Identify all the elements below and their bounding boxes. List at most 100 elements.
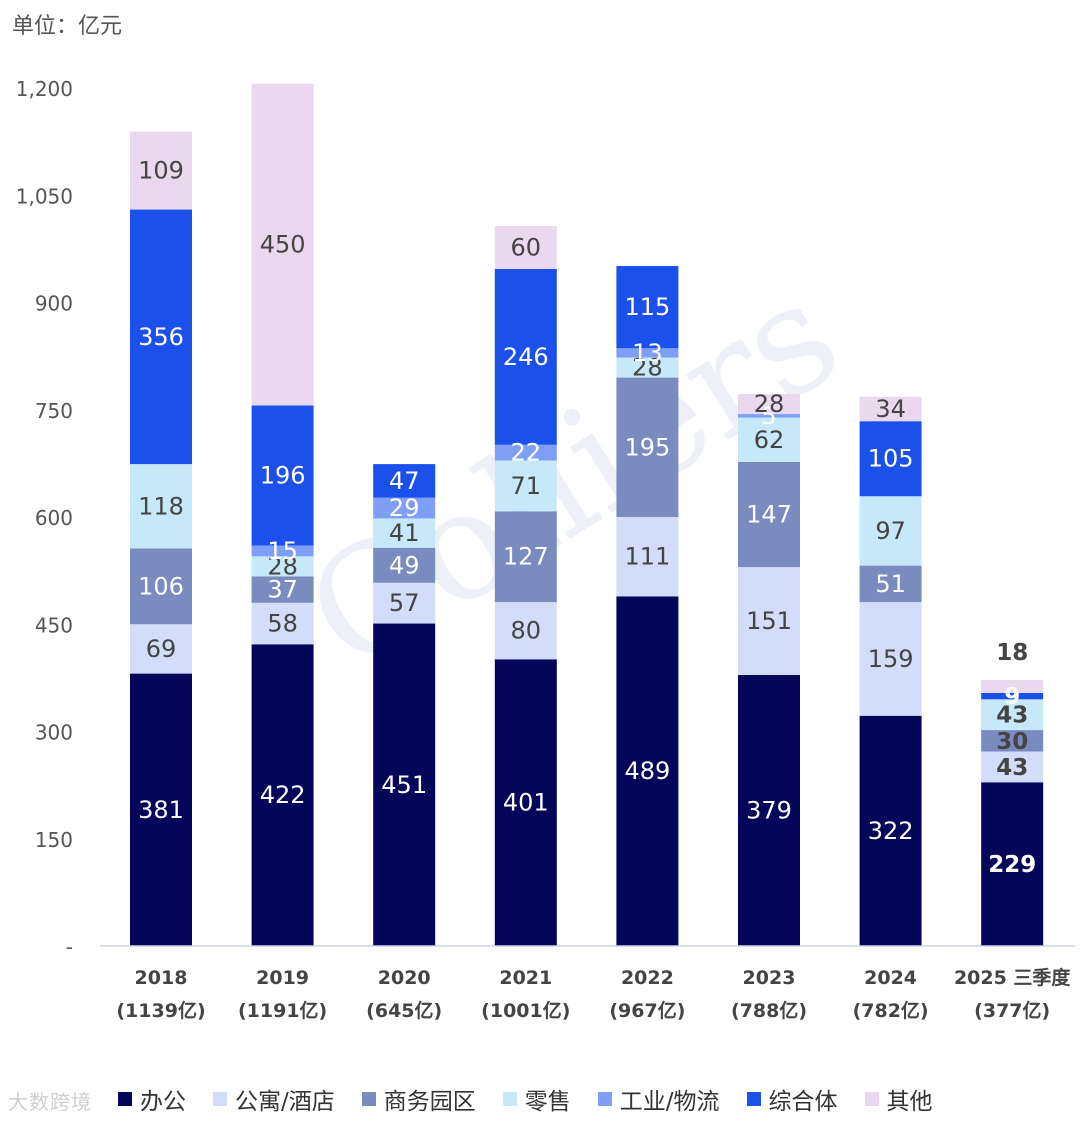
data-label: 115 [624,293,670,321]
data-label: 18 [996,640,1028,666]
x-tick-total: (1001亿) [481,999,570,1022]
bar-segment [981,692,1044,700]
legend-label: 商务园区 [383,1089,476,1115]
data-label: 13 [632,339,663,367]
bar-segment [494,659,557,946]
data-label: 62 [754,426,785,454]
data-label: 71 [511,472,542,500]
bar-segment [130,673,192,946]
data-label: 151 [746,607,792,635]
legend-item: 公寓/酒店 [213,1082,335,1116]
data-label: 49 [389,551,420,579]
legend-swatch [597,1092,612,1106]
bar-segment [859,496,922,566]
bar-segment [738,461,800,568]
y-tick-label: 150 [35,828,73,852]
bar-segment [494,602,557,660]
data-label: 43 [996,755,1028,781]
x-tick-total: (788亿) [731,999,807,1022]
legend-swatch [213,1092,227,1106]
data-label: 15 [267,537,298,565]
legend-swatch [502,1092,517,1106]
legend-item: 办公 [118,1082,186,1116]
bar-segment [373,547,436,583]
legend-item: 零售 [502,1082,571,1116]
x-tick-total: (377亿) [974,999,1050,1022]
data-label: 106 [138,572,184,600]
legend-label: 公寓/酒店 [235,1089,335,1115]
data-label: 159 [868,645,914,673]
x-axis-labels: 2018 (1139亿) 2019 (1191亿) 2020 (645亿) 2021 (100… [116,966,1071,1022]
legend-item: 商务园区 [361,1082,476,1116]
data-label: 28 [267,552,298,580]
bar-segment [616,596,679,946]
bar-segment [616,348,679,358]
x-tick-total: (782亿) [853,999,929,1022]
bar-segment [981,680,1044,693]
bar-segment [738,414,800,418]
bar-segment [373,582,436,624]
bar-segment [251,556,314,577]
bar-segment [130,548,192,625]
data-label: 60 [511,233,542,261]
bar-segment [251,644,314,946]
data-label: 229 [988,852,1036,878]
x-tick-year: 2023 [743,967,796,989]
bar-segment [494,225,557,269]
data-label: 57 [389,589,420,617]
bar-segment [373,518,436,548]
data-label: 29 [389,494,420,522]
bar-segment [859,715,922,946]
x-tick-year: 2021 [499,967,552,989]
legend: 办公 公寓/酒店 商务园区 零售 工业/物流 综合体 其他 [118,1082,960,1116]
legend-swatch [118,1092,132,1106]
data-label: 80 [511,617,542,645]
data-label: 489 [624,757,670,785]
bar-segment [130,624,192,674]
data-label: 37 [267,576,298,604]
data-label: 127 [503,543,549,571]
y-tick-label: 300 [35,721,73,745]
y-tick-label: 450 [35,613,73,637]
data-label: 34 [875,395,906,423]
data-label: 97 [875,517,906,545]
data-label: 28 [632,354,663,382]
bar-segment [616,517,679,597]
legend-swatch [361,1092,376,1106]
bar-segment [251,405,314,546]
legend-label: 其他 [886,1089,933,1115]
data-label: 422 [260,781,306,809]
data-label: 109 [138,157,184,185]
legend-label: 综合体 [768,1089,838,1115]
x-tick-year: 2022 [621,967,674,989]
legend-label: 零售 [524,1089,571,1115]
bar-segment [251,545,314,557]
bar-segment [738,567,800,676]
source-watermark: 大数跨境 [8,1090,92,1114]
y-tick-label: 900 [35,292,73,316]
legend-item: 工业/物流 [597,1082,720,1116]
y-tick-label: 1,200 [16,77,73,101]
x-tick-year: 2019 [256,967,309,989]
x-tick-year: 2020 [378,967,431,989]
data-label: 111 [624,543,670,571]
legend-swatch [746,1092,761,1106]
bar-segment [738,417,800,462]
data-label: 401 [503,789,549,817]
y-tick-label: - [66,935,73,959]
data-label: 9 [1004,684,1020,710]
data-label: 58 [267,610,298,638]
legend-item: 综合体 [746,1082,838,1116]
y-tick-label: 1,050 [16,184,73,208]
data-label: 41 [389,519,420,547]
bar-segment [251,602,314,645]
bar-segment [373,623,436,946]
y-tick-label: 750 [35,399,73,423]
data-label: 5 [761,402,776,430]
bar-segment [981,699,1044,731]
data-label: 381 [138,796,184,824]
x-tick-year: 2024 [864,967,917,989]
bar-segment [130,131,192,210]
data-label: 195 [624,433,670,461]
